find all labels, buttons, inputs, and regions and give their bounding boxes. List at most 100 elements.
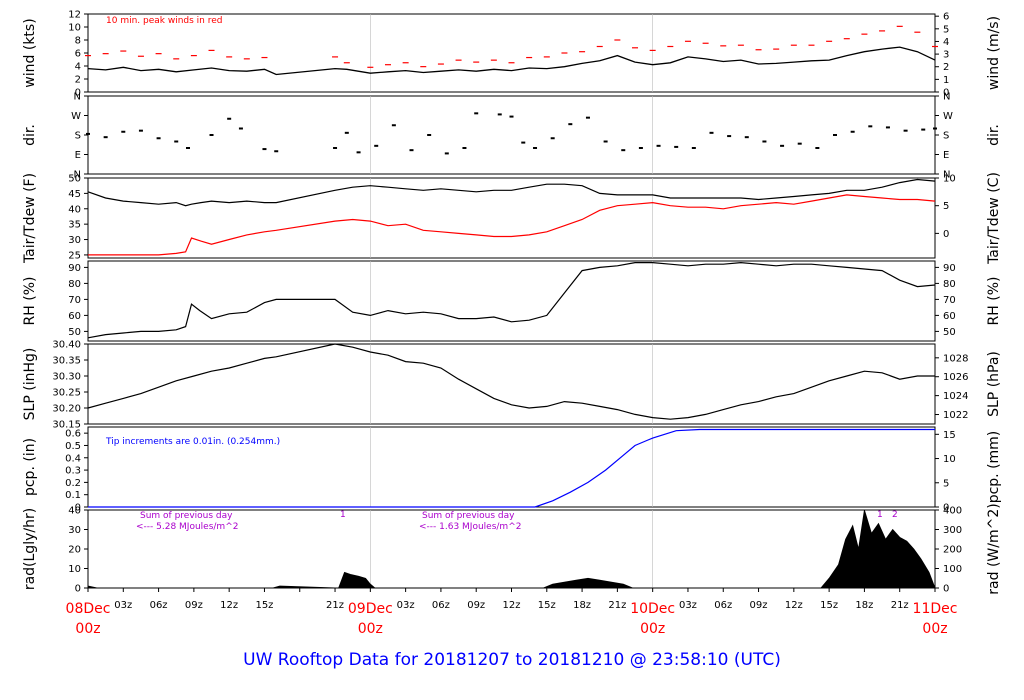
tdew-line bbox=[88, 194, 936, 256]
y-axis-label-right: RH (%) bbox=[986, 277, 1002, 326]
y-tick-label-left: 50 bbox=[68, 327, 81, 338]
day-zulu-label: 00z bbox=[75, 621, 100, 637]
y-tick-label-left: 30.40 bbox=[52, 340, 81, 351]
y-tick-label-right: 0 bbox=[943, 229, 949, 240]
pcp-line bbox=[88, 428, 935, 508]
x-tick-label: 09z bbox=[467, 600, 485, 611]
y-tick-label-right: 60 bbox=[943, 311, 956, 322]
y-tick-label-left: 10 bbox=[68, 23, 81, 34]
y-tick-label-right: 1028 bbox=[943, 353, 968, 364]
rad-note-sum-value: <--- 5.28 MJoules/m^2 bbox=[136, 522, 238, 532]
y-tick-label-right: 200 bbox=[943, 545, 962, 556]
y-tick-label-left: 40 bbox=[68, 204, 81, 215]
y-axis-label-left: Tair/Tdew (F) bbox=[22, 173, 38, 264]
x-tick-label: 06z bbox=[150, 600, 168, 611]
panel-frame bbox=[87, 260, 936, 342]
rad-note-marker: 1 bbox=[877, 510, 883, 520]
y-tick-label-right: 80 bbox=[943, 279, 956, 290]
x-tick-label: 21z bbox=[891, 600, 909, 611]
pcp-annotation: Tip increments are 0.01in. (0.254mm.) bbox=[105, 437, 280, 447]
y-tick-label-left: 30.25 bbox=[52, 388, 81, 399]
y-tick-label-right: 0 bbox=[943, 88, 949, 99]
rad-area bbox=[87, 509, 936, 589]
day-zulu-label: 00z bbox=[922, 621, 947, 637]
y-tick-label-left: 4 bbox=[75, 62, 81, 73]
panel-frame bbox=[87, 177, 936, 259]
y-tick-label-right: 1 bbox=[943, 75, 949, 86]
y-axis-label-left: dir. bbox=[22, 124, 38, 146]
y-tick-label-left: 0.2 bbox=[65, 478, 81, 489]
y-tick-label-left: 0 bbox=[75, 584, 81, 595]
y-tick-label-left: 25 bbox=[68, 250, 81, 261]
x-tick-label: 06z bbox=[432, 600, 450, 611]
day-label: 09Dec bbox=[348, 601, 393, 617]
x-tick-label: 03z bbox=[679, 600, 697, 611]
y-tick-label-left: 30.20 bbox=[52, 404, 81, 415]
y-tick-label-left: S bbox=[75, 131, 81, 142]
y-tick-label-right: 1026 bbox=[943, 372, 968, 383]
y-tick-label-right: N bbox=[943, 170, 950, 181]
x-tick-label: 15z bbox=[820, 600, 838, 611]
y-tick-label-right: 10 bbox=[943, 454, 956, 465]
x-tick-label: 03z bbox=[397, 600, 415, 611]
y-tick-label-left: 10 bbox=[68, 564, 81, 575]
y-tick-label-right: 3 bbox=[943, 50, 949, 61]
tair-line bbox=[87, 178, 936, 207]
y-tick-label-right: 6 bbox=[943, 12, 949, 23]
rad-note-marker: 1 bbox=[340, 510, 346, 520]
wind-mean-line bbox=[87, 46, 936, 76]
y-tick-label-right: 10 bbox=[943, 174, 956, 185]
y-tick-label-left: W bbox=[71, 111, 81, 122]
y-axis-label-left: RH (%) bbox=[22, 277, 38, 326]
x-tick-label: 06z bbox=[714, 600, 732, 611]
x-tick-label: 18z bbox=[573, 600, 591, 611]
y-tick-label-left: 30 bbox=[68, 235, 81, 246]
y-tick-label-right: 50 bbox=[943, 327, 956, 338]
y-tick-label-left: 2 bbox=[75, 75, 81, 86]
y-tick-label-left: N bbox=[74, 170, 81, 181]
x-tick-label: 15z bbox=[538, 600, 556, 611]
y-tick-label-left: 30 bbox=[68, 525, 81, 536]
x-tick-label: 18z bbox=[855, 600, 873, 611]
y-tick-label-left: 35 bbox=[68, 220, 81, 231]
y-tick-label-right: 0 bbox=[943, 584, 949, 595]
y-tick-label-right: N bbox=[943, 92, 950, 103]
y-tick-label-left: 70 bbox=[68, 295, 81, 306]
y-tick-label-right: 300 bbox=[943, 525, 962, 536]
panel-slp: 30.15 30.20 30.25 30.30 30.35 30.40 1022 1024 10… bbox=[22, 340, 1002, 431]
day-label: 11Dec bbox=[913, 601, 958, 617]
y-tick-label-left: 50 bbox=[68, 174, 81, 185]
rad-note-sum-label: Sum of previous day bbox=[422, 511, 515, 521]
y-tick-label-right: 1022 bbox=[943, 410, 968, 421]
day-label: 08Dec bbox=[66, 601, 111, 617]
y-tick-label-left: 45 bbox=[68, 189, 81, 200]
y-axis-label-right: pcp. (mm) bbox=[986, 431, 1002, 504]
rad-note-marker: 2 bbox=[892, 510, 898, 520]
day-zulu-label: 00z bbox=[358, 621, 383, 637]
y-tick-label-left: 30.35 bbox=[52, 356, 81, 367]
y-tick-label-left: 0.5 bbox=[65, 441, 81, 452]
y-tick-label-right: E bbox=[943, 150, 949, 161]
y-tick-label-left: 30.15 bbox=[52, 420, 81, 431]
time-axis: 03z 06z 09z 12z 15z 21z 03z 06z 09z 12z 15z 18z 21z 0… bbox=[66, 588, 958, 637]
y-tick-label-left: 8 bbox=[75, 36, 81, 47]
y-axis-label-right: wind (m/s) bbox=[986, 16, 1002, 90]
x-tick-label: 12z bbox=[785, 600, 803, 611]
x-tick-label: 09z bbox=[185, 600, 203, 611]
wind-annotation: 10 min. peak winds in red bbox=[106, 16, 223, 26]
y-tick-label-right: S bbox=[943, 131, 949, 142]
y-tick-label-left: 20 bbox=[68, 545, 81, 556]
x-tick-label: 12z bbox=[220, 600, 238, 611]
x-tick-label: 03z bbox=[114, 600, 132, 611]
y-tick-label-left: E bbox=[75, 150, 81, 161]
y-axis-label-right: Tair/Tdew (C) bbox=[986, 172, 1002, 265]
y-tick-label-left: 40 bbox=[68, 506, 81, 517]
panel-temp: 25 30 35 40 45 50 0 5 10 Tair/Tdew (F) Tair/Tdew (… bbox=[22, 172, 1002, 265]
figure-title: UW Rooftop Data for 20181207 to 20181210… bbox=[243, 650, 781, 670]
x-tick-label: 12z bbox=[503, 600, 521, 611]
rad-note-sum-label: Sum of previous day bbox=[140, 511, 233, 521]
y-tick-label-left: 80 bbox=[68, 279, 81, 290]
